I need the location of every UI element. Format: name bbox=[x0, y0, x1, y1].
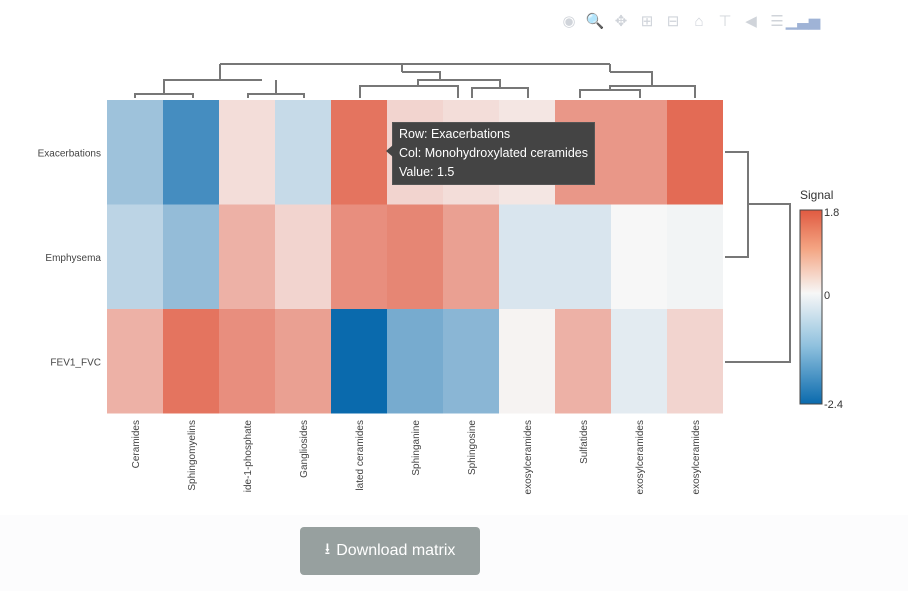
home-icon[interactable]: ⌂ bbox=[694, 12, 704, 30]
heatmap-cell[interactable] bbox=[387, 309, 443, 414]
pan-icon[interactable]: ✥ bbox=[614, 13, 628, 30]
heatmap-cell[interactable] bbox=[107, 309, 163, 414]
zoom-in-icon[interactable]: ⊞ bbox=[640, 13, 654, 30]
column-label: ide-1-phosphate bbox=[243, 420, 254, 493]
heatmap-cell[interactable] bbox=[443, 309, 499, 414]
column-label: Sphingomyelins bbox=[187, 420, 198, 491]
tooltip-value: Value: 1.5 bbox=[399, 165, 455, 179]
heatmap-cell[interactable] bbox=[107, 100, 163, 205]
heatmap-cell[interactable] bbox=[331, 204, 387, 310]
camera-icon[interactable]: ◉ bbox=[562, 13, 576, 30]
heatmap-cell[interactable] bbox=[443, 204, 499, 310]
column-label: Sulfatides bbox=[579, 420, 590, 464]
download-label: Download matrix bbox=[336, 542, 456, 559]
heatmap-cell[interactable] bbox=[667, 100, 723, 205]
tooltip-col: Col: Monohydroxylated ceramides bbox=[399, 146, 588, 160]
heatmap-cell[interactable] bbox=[107, 204, 163, 310]
heatmap-cell[interactable] bbox=[331, 309, 387, 414]
column-label: exosylceramides bbox=[635, 420, 646, 494]
hover-closest-icon[interactable]: ◀ bbox=[745, 13, 757, 30]
heatmap-chart[interactable]: Exacerbations Emphysema FEV1_FVC Ceramides S… bbox=[0, 0, 908, 515]
heatmap-cell[interactable] bbox=[219, 309, 275, 414]
heatmap-cell[interactable] bbox=[163, 100, 219, 205]
heatmap-cell[interactable] bbox=[499, 204, 555, 310]
column-label: Sphinganine bbox=[411, 420, 422, 476]
hover-compare-icon[interactable]: ☰ bbox=[770, 13, 784, 30]
heatmap-cell[interactable] bbox=[219, 100, 275, 205]
colorbar-title: Signal bbox=[800, 188, 833, 202]
row-label: Exacerbations bbox=[38, 148, 101, 159]
heatmap-cell[interactable] bbox=[611, 100, 667, 205]
column-label: exosylceramides bbox=[523, 420, 534, 494]
colorbar-tick-zero: 0 bbox=[824, 290, 830, 302]
heatmap-cell[interactable] bbox=[163, 204, 219, 310]
tooltip-row: Row: Exacerbations bbox=[399, 127, 511, 141]
column-label: exosylceramides bbox=[691, 420, 702, 494]
heatmap-cell[interactable] bbox=[555, 309, 611, 414]
colorbar-tick-min: -2.4 bbox=[824, 399, 843, 411]
column-dendrogram bbox=[134, 63, 696, 98]
heatmap-cell[interactable] bbox=[611, 309, 667, 414]
heatmap-cell[interactable] bbox=[163, 309, 219, 414]
column-label: Sphingosine bbox=[467, 420, 478, 475]
heatmap-cell[interactable] bbox=[667, 204, 723, 310]
heatmap-cell[interactable] bbox=[275, 204, 331, 310]
heatmap-cell[interactable] bbox=[275, 100, 331, 205]
heatmap-cell[interactable] bbox=[275, 309, 331, 414]
heatmap-cell[interactable] bbox=[331, 100, 387, 205]
row-label: Emphysema bbox=[45, 253, 101, 264]
heatmap-cell[interactable] bbox=[667, 309, 723, 414]
heatmap-cell[interactable] bbox=[219, 204, 275, 310]
hover-tooltip: Row: Exacerbations Col: Monohydroxylated… bbox=[386, 122, 595, 185]
heatmap-cell[interactable] bbox=[499, 309, 555, 414]
heatmap-cell[interactable] bbox=[555, 204, 611, 310]
column-label: Ceramides bbox=[131, 420, 142, 468]
row-label: FEV1_FVC bbox=[50, 357, 101, 368]
plot-toolbar: ◉ 🔍 ✥ ⊞ ⊟ ⌂ ⊤ ◀ ☰ ▁▃▅ bbox=[560, 12, 821, 31]
heatmap-cell[interactable] bbox=[387, 204, 443, 310]
download-matrix-button[interactable]: ⭳ Download matrix bbox=[300, 527, 480, 575]
plotly-logo-icon[interactable]: ▁▃▅ bbox=[785, 13, 821, 30]
colorbar bbox=[799, 209, 823, 405]
heatmap-cell[interactable] bbox=[611, 204, 667, 310]
colorbar-tick-max: 1.8 bbox=[824, 207, 839, 219]
spike-lines-icon[interactable]: ⊤ bbox=[718, 13, 732, 30]
column-label: lated ceramides bbox=[355, 420, 366, 491]
zoom-icon[interactable]: 🔍 bbox=[585, 13, 605, 30]
download-icon: ⭳ bbox=[324, 540, 331, 558]
row-dendrogram bbox=[725, 151, 791, 363]
column-label: Gangliosides bbox=[299, 420, 310, 478]
zoom-out-icon[interactable]: ⊟ bbox=[666, 13, 680, 30]
